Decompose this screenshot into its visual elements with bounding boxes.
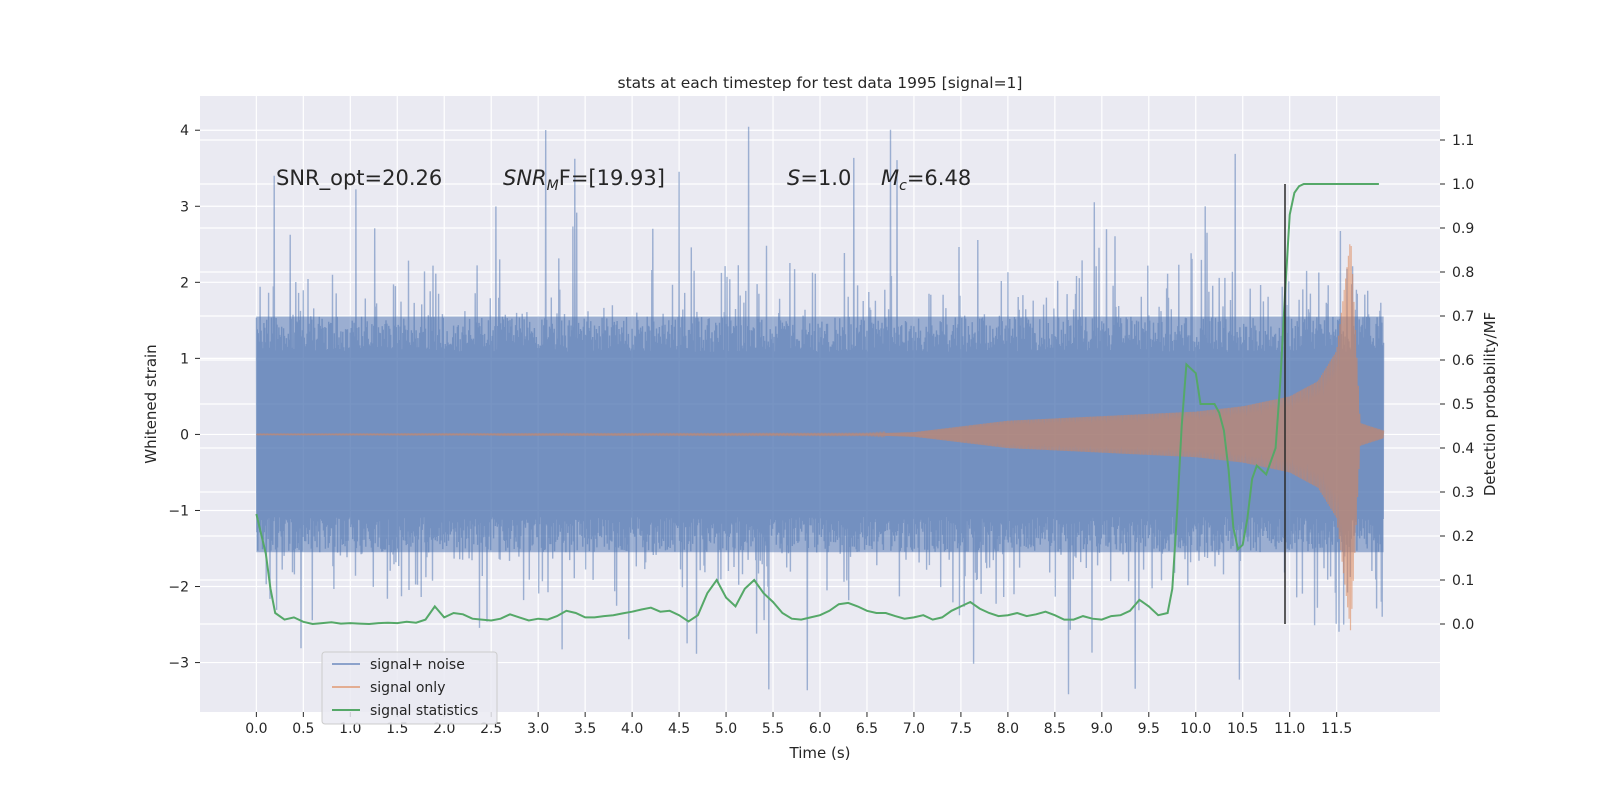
x-tick-label: 2.0 [433,721,455,737]
annotation-s: S=1.0 [787,166,851,190]
y-right-tick-label: 0.7 [1452,309,1474,325]
x-tick-label: 6.0 [809,721,831,737]
x-axis-ticks: 0.0 0.5 1.0 1.5 2.0 2.5 3.0 3.5 4.0 4.5 5.0 5.5 6.0 6… [245,712,1352,737]
legend: signal+ noise signal only signal statist… [321,651,498,725]
annotation-mc: Mc=6.48 [881,166,971,194]
x-tick-label: 9.5 [1138,721,1160,737]
y-right-tick-label: 1.0 [1452,177,1474,193]
x-tick-label: 10.5 [1227,721,1258,737]
x-tick-label: 11.5 [1321,721,1352,737]
y-axis-ticks: −3 −2 −1 0 1 2 3 4 [168,123,200,672]
y-right-tick-label: 0.8 [1452,265,1474,281]
x-tick-label: 1.0 [339,721,361,737]
x-tick-label: 4.0 [621,721,643,737]
signal-statistics-series [255,183,1379,626]
x-tick-label: 8.5 [1044,721,1066,737]
x-tick-label: 7.5 [950,721,972,737]
x-tick-label: 8.0 [997,721,1019,737]
x-tick-label: 7.0 [903,721,925,737]
legend-label-signal-statistics: signal statistics [370,703,478,719]
y-tick-label: 0 [180,427,189,443]
x-tick-label: 5.0 [715,721,737,737]
y-tick-label: −1 [168,503,189,519]
y-tick-label: −2 [168,580,189,596]
legend-label-signal-noise: signal+ noise [370,657,465,673]
x-tick-label: 5.5 [762,721,784,737]
y-right-tick-label: 0.2 [1452,529,1474,545]
x-tick-label: 10.0 [1180,721,1211,737]
y-axis-label: Whitened strain [142,344,160,463]
x-axis-label: Time (s) [789,744,851,762]
x-tick-label: 3.0 [527,721,549,737]
y-right-axis-ticks: 0.0 0.1 0.2 0.3 0.4 0.5 0.6 0.7 0.8 0.9 1.0 1.1 [1440,133,1474,633]
legend-label-signal-only: signal only [370,680,445,696]
x-tick-label: 0.5 [292,721,314,737]
annotation-snr-mf: SNRMF=[19.93] [503,166,665,194]
annotations: SNR_opt=20.26 SNRMF=[19.93] S=1.0 Mc=6.4… [276,166,971,194]
x-tick-label: 1.5 [386,721,408,737]
legend-box [321,651,498,725]
chart-title: stats at each timestep for test data 199… [618,74,1023,92]
y-right-tick-label: 0.4 [1452,441,1474,457]
x-tick-label: 9.0 [1091,721,1113,737]
y-tick-label: 3 [180,199,189,215]
y-tick-label: 4 [180,123,189,139]
annotation-snr-opt: SNR_opt=20.26 [276,166,442,191]
x-tick-label: 3.5 [574,721,596,737]
signal-only-line [255,244,1385,631]
y-right-tick-label: 0.0 [1452,617,1474,633]
x-tick-label: 0.0 [245,721,267,737]
y-right-tick-label: 0.3 [1452,485,1474,501]
signal-only-series [255,244,1385,631]
y-tick-label: −3 [168,656,189,672]
x-tick-label: 11.0 [1274,721,1305,737]
signal-statistics-line [255,183,1379,626]
y-right-tick-label: 0.5 [1452,397,1474,413]
y-right-axis-label: Detection probability/MF [1481,312,1499,496]
y-right-tick-label: 0.9 [1452,221,1474,237]
y-tick-label: 1 [180,351,189,367]
x-tick-label: 2.5 [480,721,502,737]
y-right-tick-label: 0.1 [1452,573,1474,589]
y-right-tick-label: 0.6 [1452,353,1474,369]
x-tick-label: 6.5 [856,721,878,737]
x-tick-label: 4.5 [668,721,690,737]
y-right-tick-label: 1.1 [1452,133,1474,149]
y-tick-label: 2 [180,275,189,291]
